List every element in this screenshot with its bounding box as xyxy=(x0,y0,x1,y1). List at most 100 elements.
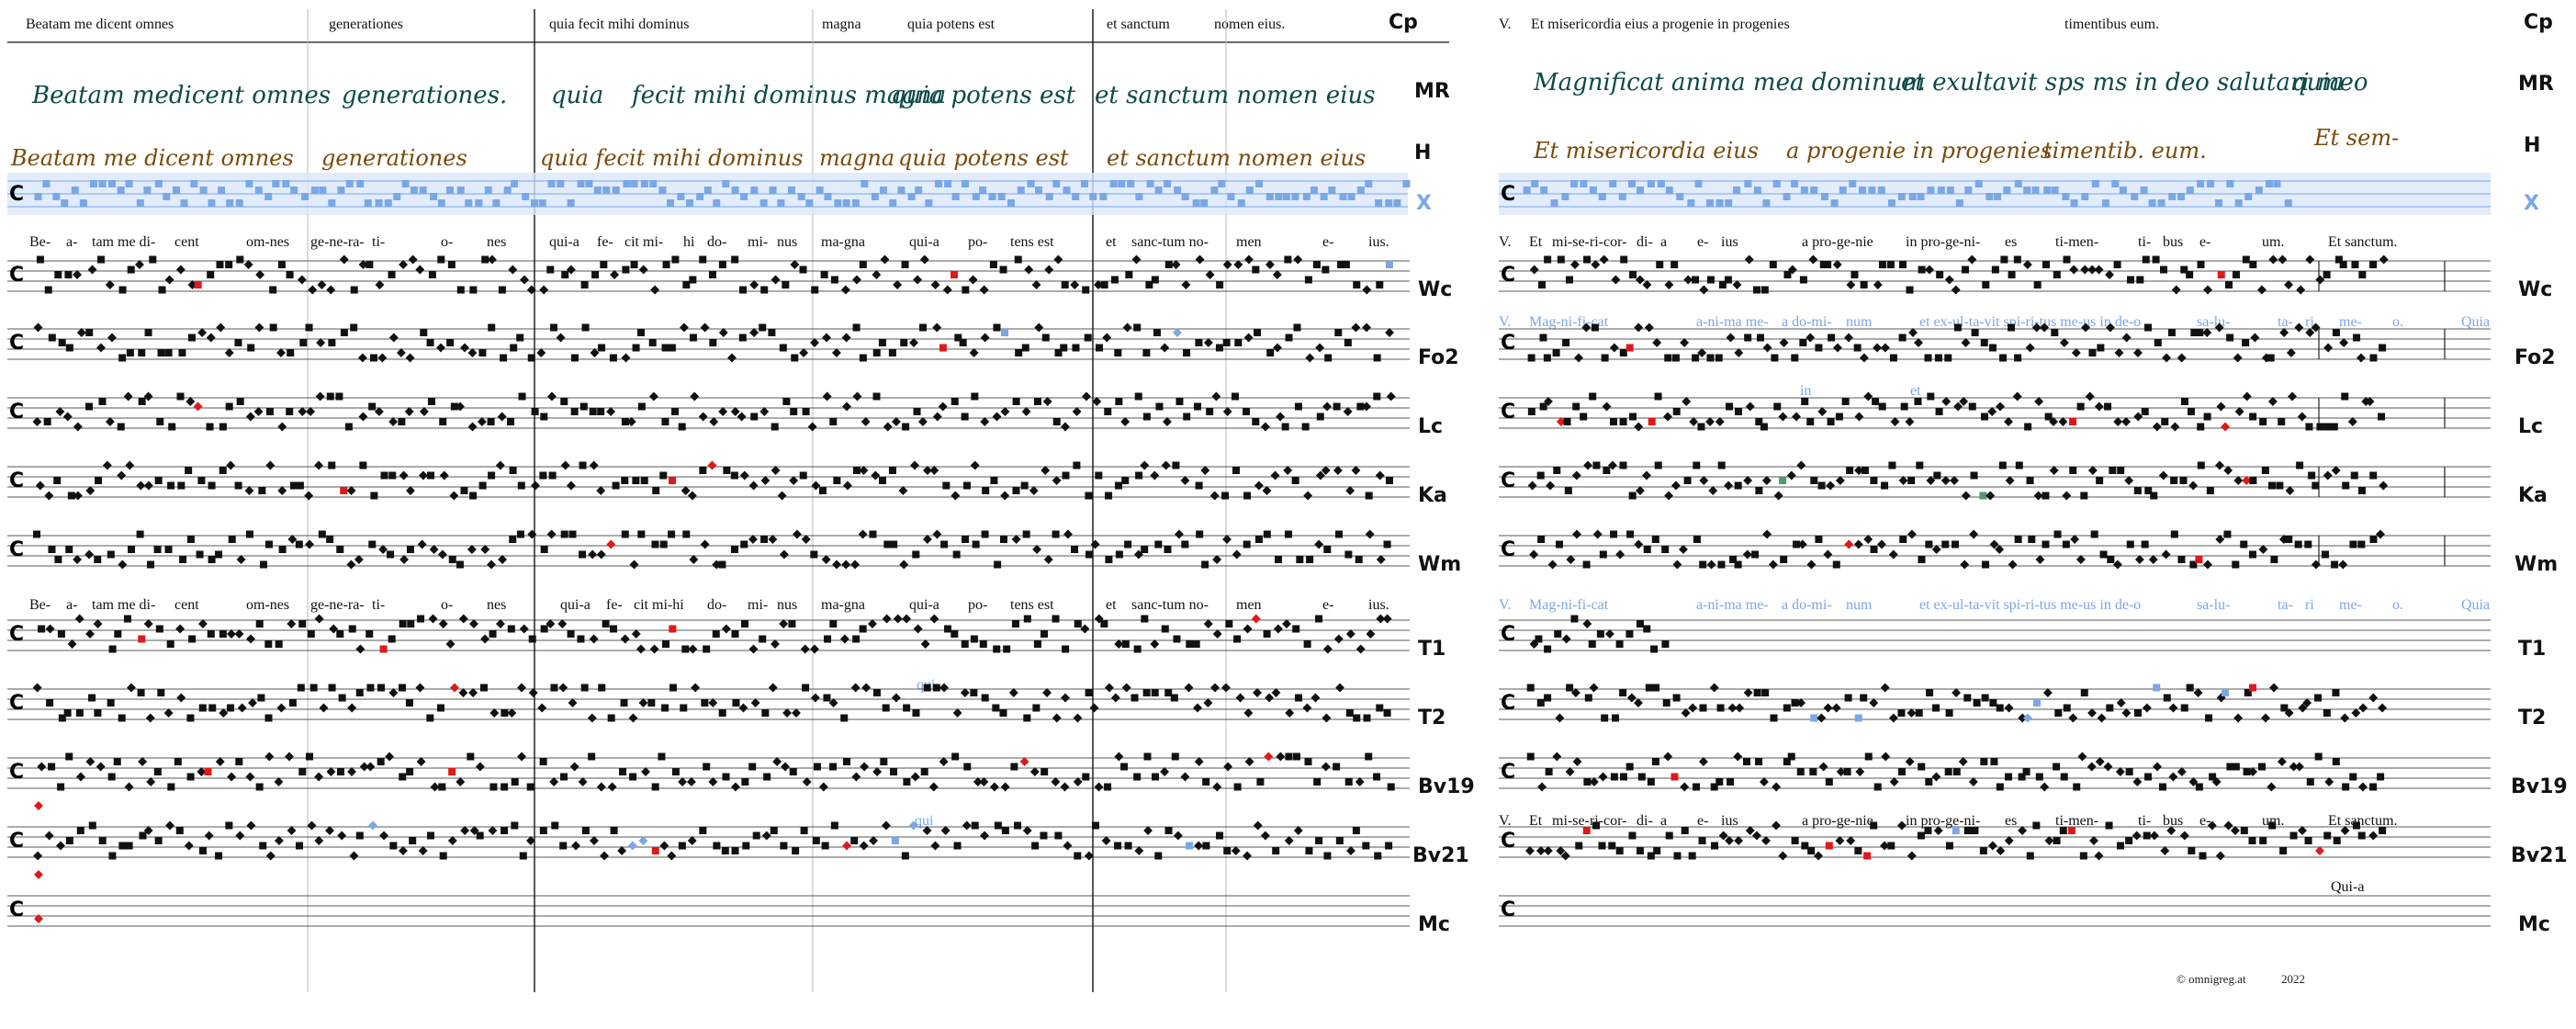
neume-mark xyxy=(939,757,949,766)
neume-mark xyxy=(1200,466,1210,475)
neume-mark xyxy=(507,418,515,425)
neume-mark xyxy=(777,199,785,207)
neume-mark xyxy=(2144,773,2153,781)
neume-mark xyxy=(629,773,637,781)
neume-mark xyxy=(1791,699,1799,707)
neume-mark xyxy=(2206,487,2214,494)
neume-mark xyxy=(2094,851,2104,861)
neume-mark xyxy=(2323,271,2331,278)
neume-mark xyxy=(1772,820,1781,831)
neume-mark xyxy=(538,199,546,207)
neume-mark xyxy=(2248,767,2258,776)
neume-mark xyxy=(94,709,102,717)
neume-mark xyxy=(1870,477,1878,484)
neume-mark xyxy=(2369,536,2378,543)
neume-mark xyxy=(384,199,392,207)
neume-mark xyxy=(637,402,646,411)
neume-mark xyxy=(1817,407,1828,416)
neume-mark xyxy=(1544,397,1553,406)
neume-mark xyxy=(980,831,990,841)
syllable: num xyxy=(1846,597,1873,613)
neume-mark xyxy=(1003,645,1011,653)
neume-mark xyxy=(1642,280,1652,289)
neume-mark xyxy=(820,271,828,278)
neume-mark xyxy=(154,180,163,187)
neume-mark xyxy=(2249,413,2257,421)
syllable: o- xyxy=(441,597,453,613)
syllable: a-ni-ma me- xyxy=(1696,314,1769,330)
neume-mark xyxy=(85,629,96,639)
neume-mark xyxy=(1995,545,2005,554)
neume-mark xyxy=(579,461,587,469)
neume-mark xyxy=(1744,180,1752,187)
neume-mark xyxy=(2088,349,2097,356)
neume-mark xyxy=(617,846,627,855)
neume-mark xyxy=(718,709,726,717)
neume-mark xyxy=(843,481,852,491)
neume-mark xyxy=(2031,322,2042,333)
syllable: in xyxy=(1800,383,1811,399)
neume-mark xyxy=(2014,354,2022,362)
neume-mark xyxy=(2339,338,2349,347)
neume-mark xyxy=(355,689,364,696)
neume-mark xyxy=(833,477,841,484)
neume-mark xyxy=(2121,708,2132,718)
neume-mark xyxy=(127,266,135,274)
neume-mark xyxy=(1831,703,1841,713)
syllable: o. xyxy=(2392,314,2403,330)
neume-mark xyxy=(1310,187,1319,194)
siglum-label: Bv21 xyxy=(1412,844,1469,867)
neume-mark xyxy=(406,546,414,553)
neume-mark xyxy=(1779,477,1787,484)
neume-mark xyxy=(456,286,465,294)
neume-mark xyxy=(467,348,478,357)
neume-mark xyxy=(475,199,483,207)
neume-mark xyxy=(539,471,547,480)
header-text: nomen eius. xyxy=(1214,17,1285,32)
neume-mark xyxy=(1091,821,1099,830)
neume-mark xyxy=(578,777,588,786)
neume-mark xyxy=(410,187,418,194)
neume-mark xyxy=(458,688,468,697)
manuscript-text: quia fecit mihi dominus xyxy=(540,145,804,171)
neume-mark xyxy=(1243,851,1253,861)
neume-mark xyxy=(2285,486,2295,495)
neume-mark xyxy=(1873,280,1883,289)
neume-mark xyxy=(951,271,959,278)
neume-mark xyxy=(1634,322,1644,333)
neume-mark xyxy=(204,831,214,841)
neume-mark xyxy=(309,684,318,692)
neume-mark xyxy=(1291,193,1299,200)
neume-mark xyxy=(981,694,989,702)
neume-mark xyxy=(1256,778,1265,786)
neume-mark xyxy=(264,714,273,722)
neume-mark xyxy=(737,412,747,422)
neume-mark xyxy=(34,801,43,810)
neume-mark xyxy=(1619,418,1627,425)
neume-mark xyxy=(1218,180,1226,187)
neume-mark xyxy=(277,486,287,495)
neume-mark xyxy=(1796,768,1805,775)
neume-mark xyxy=(34,193,42,200)
neume-mark xyxy=(852,391,862,401)
neume-mark xyxy=(199,187,208,194)
neume-mark xyxy=(1181,280,1191,289)
neume-mark xyxy=(879,187,887,194)
neume-mark xyxy=(456,560,464,569)
neume-mark xyxy=(2113,261,2121,268)
neume-mark xyxy=(419,187,427,194)
neume-mark xyxy=(245,180,253,187)
neume-mark xyxy=(771,639,780,649)
neume-mark xyxy=(1830,199,1839,207)
neume-mark xyxy=(1253,820,1263,831)
sigla-left: Cp MR H X Wc Fo2 Lc Ka Wm T1 T2 Bv19 Bv2… xyxy=(1389,11,1475,936)
neume-mark xyxy=(1854,412,1864,422)
neume-mark xyxy=(1054,349,1063,356)
neume-mark xyxy=(1665,831,1673,840)
neume-mark xyxy=(1565,276,1573,284)
neume-mark xyxy=(713,199,721,207)
neume-mark xyxy=(609,625,617,633)
neume-mark xyxy=(1985,193,1994,200)
header-text: V. xyxy=(1499,17,1512,32)
neume-mark xyxy=(569,762,579,772)
